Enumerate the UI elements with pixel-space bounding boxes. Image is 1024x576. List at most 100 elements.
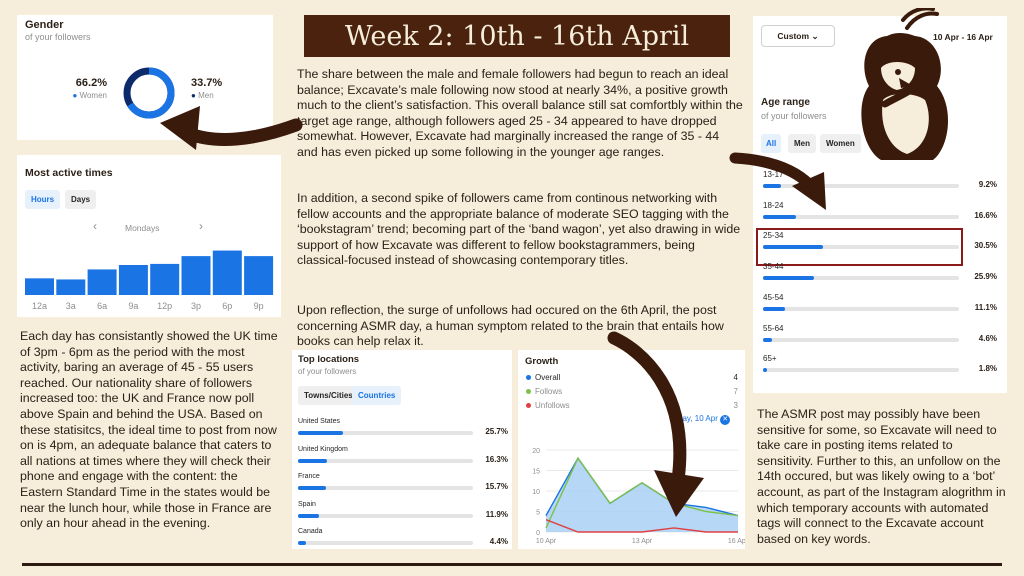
- location-row-bar: [298, 486, 326, 490]
- legend-label: Follows: [535, 387, 563, 396]
- location-row-track: [298, 486, 473, 490]
- location-row-track: [298, 541, 473, 545]
- location-row-label: France: [298, 473, 320, 480]
- active-times-tick-label: 3p: [191, 301, 201, 311]
- age-row-bar: [763, 214, 796, 219]
- location-row-percentage: 15.7%: [485, 482, 508, 491]
- paragraph-gender-analysis: The share between the male and female fo…: [297, 67, 743, 159]
- growth-overall-area: [546, 458, 738, 532]
- age-row-track: [763, 306, 959, 311]
- close-icon[interactable]: ✕: [720, 415, 731, 425]
- active-times-tick-label: 6p: [222, 301, 232, 311]
- age-row-percentage: 1.8%: [978, 364, 997, 374]
- age-range-card: Custom ⌄ 10 Apr - 16 Apr Age range of yo…: [753, 16, 1007, 393]
- growth-card: Growth day, 10 Apr ✕ 20 15 10 5 0 10 Apr 13 Ap…: [518, 350, 745, 549]
- location-row-percentage: 4.4%: [489, 537, 508, 546]
- thinking-penguin-icon: [861, 8, 949, 160]
- men-percentage: 33.7%: [191, 77, 223, 89]
- active-times-title: Most active times: [25, 167, 113, 179]
- men-label: ● Men: [191, 91, 214, 100]
- active-times-bar-chart: 12a 3a 6a 9a 12p 3p 6p 9p: [25, 250, 274, 311]
- top-locations-card: Top locations of your followers Towns/Ci…: [292, 350, 512, 549]
- age-row-bar: [763, 306, 785, 311]
- donut-women-segment: [123, 67, 175, 119]
- legend-label: Overall: [535, 373, 561, 382]
- location-row-bar: [298, 541, 306, 545]
- age-row-bar: [763, 245, 823, 250]
- location-row-track: [298, 513, 473, 518]
- active-times-tick-label: 6a: [97, 301, 107, 311]
- age-row-percentage: 30.5%: [974, 241, 997, 251]
- gender-card: Gender of your followers 66.2% ● Women 3…: [17, 15, 273, 140]
- age-row-label: 45-54: [763, 292, 784, 302]
- legend-count: 7: [733, 387, 738, 396]
- top-locations-subtitle: of your followers: [298, 367, 357, 376]
- location-row-track: [298, 458, 473, 463]
- tab-hours[interactable]: Hours: [25, 190, 61, 209]
- day-label: Mondays: [125, 223, 160, 233]
- active-times-bar-6a: [87, 269, 117, 295]
- age-row-bar: [763, 184, 781, 188]
- location-row-percentage: 11.9%: [485, 509, 508, 519]
- age-row-track: [763, 214, 959, 219]
- bottom-divider: [22, 563, 1002, 566]
- age-row-label: 18-24: [763, 200, 784, 210]
- gender-donut-chart: [123, 67, 175, 119]
- active-times-tick-label: 9a: [128, 301, 138, 311]
- age-row-label: 65+: [763, 354, 777, 364]
- tab-days[interactable]: Days: [65, 190, 97, 209]
- legend-dot-icon: [526, 375, 531, 380]
- legend-dot-icon: [526, 389, 531, 394]
- active-times-tick-label: 3a: [66, 301, 76, 311]
- age-row-label: 13-17: [763, 170, 784, 179]
- paragraph-followers-spike: In addition, a second spike of followers…: [297, 191, 741, 268]
- age-highlight-box: [756, 228, 963, 266]
- active-times-bar-12a: [25, 278, 54, 295]
- tab-countries[interactable]: Countries: [352, 386, 402, 405]
- location-row-bar: [298, 513, 319, 518]
- page-title: Week 2: 10th - 16th April: [304, 15, 730, 57]
- location-row-track: [298, 431, 473, 435]
- chevron-right-icon[interactable]: ›: [199, 219, 203, 233]
- tab-men[interactable]: Men: [788, 134, 816, 153]
- active-times-tick-label: 9p: [254, 301, 264, 311]
- growth-y-tick-label: 5: [536, 510, 540, 517]
- age-row-bar: [763, 337, 772, 342]
- age-row-label: 35-44: [763, 262, 784, 272]
- active-times-bar-3p: [181, 256, 211, 295]
- tab-women[interactable]: Women: [820, 134, 861, 153]
- custom-dropdown[interactable]: Custom ⌄: [761, 25, 835, 47]
- growth-x-tick-label: 13 Apr: [632, 538, 653, 545]
- most-active-times-card: Most active times Hours Days ‹ Mondays ›…: [17, 155, 281, 317]
- growth-title: Growth: [525, 356, 559, 367]
- women-label: ● Women: [72, 91, 108, 100]
- chevron-down-icon: ⌄: [811, 30, 819, 41]
- age-row-percentage: 4.6%: [978, 333, 997, 343]
- growth-x-tick-label: 10 Apr: [536, 538, 557, 545]
- location-row-bar: [298, 431, 343, 435]
- date-range: 10 Apr - 16 Apr: [933, 32, 993, 42]
- top-locations-title: Top locations: [298, 354, 360, 365]
- growth-y-tick-label: 10: [532, 489, 540, 496]
- location-row-percentage: 16.3%: [485, 454, 508, 464]
- age-row-percentage: 16.6%: [974, 210, 997, 220]
- location-row-label: Canada: [298, 528, 323, 535]
- growth-x-tick-label: 16 Apr: [728, 538, 745, 545]
- tab-towns-cities[interactable]: Towns/Cities: [298, 386, 359, 405]
- active-times-bar-9p: [244, 256, 274, 295]
- tab-all[interactable]: All: [761, 134, 782, 153]
- age-row-track: [763, 368, 959, 373]
- age-row-track: [763, 276, 959, 281]
- active-times-bar-12p: [150, 263, 180, 295]
- location-row-label: Spain: [298, 500, 316, 508]
- paragraph-reflection: Upon reflection, the surge of unfollows …: [297, 303, 724, 349]
- age-row-percentage: 9.2%: [978, 180, 997, 189]
- active-times-bar-9a: [118, 265, 148, 295]
- age-row-label: 25-34: [763, 231, 784, 241]
- age-row-label: 55-64: [763, 323, 784, 333]
- growth-y-tick-label: 20: [532, 448, 540, 455]
- location-row-percentage: 25.7%: [485, 427, 508, 436]
- legend-count: 4: [733, 373, 738, 382]
- location-row-label: United States: [298, 418, 341, 425]
- chevron-left-icon[interactable]: ‹: [93, 219, 97, 233]
